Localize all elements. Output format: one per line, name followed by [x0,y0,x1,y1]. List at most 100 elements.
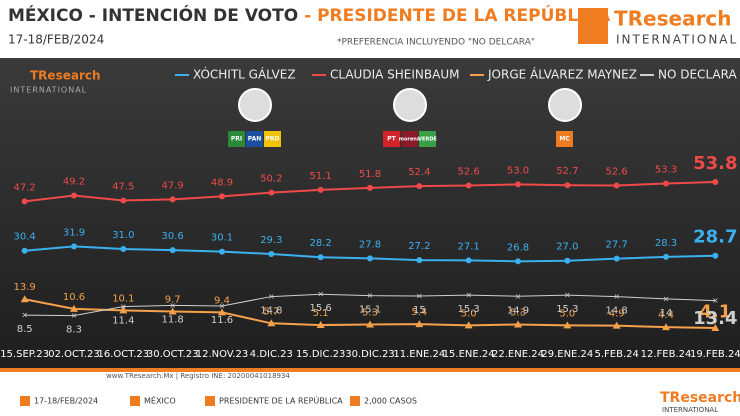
party-logo [383,131,400,147]
x-tick-label: 19.FEB.24 [690,349,740,360]
party-label: PAN [248,136,262,143]
x-tick-label: 22.ENE.24 [492,349,544,360]
value-label: 27.8 [359,239,381,250]
point-marker [219,193,225,200]
point-marker [21,247,28,254]
note: *PREFERENCIA INCLUYENDO "NO DELCARA" [337,38,535,48]
value-label: 5.0 [461,308,477,319]
value-label: 52.6 [458,167,480,178]
point-marker [268,189,275,196]
point-marker: × [367,291,374,300]
point-marker [367,184,373,191]
point-marker [663,253,669,260]
value-label: 11.4 [112,316,134,327]
point-marker [712,252,719,259]
value-label: 47.9 [162,180,184,191]
point-marker [366,320,374,328]
legend-label: NO DECLARA [658,68,737,82]
x-tick-label: 15.ENE.24 [443,349,495,360]
value-label: 11.8 [162,314,184,325]
point-marker [564,257,571,264]
point-marker [465,182,472,189]
value-label: 52.7 [556,166,578,177]
point-marker [70,304,78,312]
point-marker [563,321,572,329]
logo-sub: INTERNATIONAL [616,33,738,47]
point-marker [71,192,77,199]
point-marker: × [663,294,670,303]
point-marker: × [613,292,620,301]
value-label: 15 [413,305,426,316]
point-marker [564,182,571,189]
point-marker: × [515,292,522,301]
x-tick-label: 15.DIC.23 [296,349,345,360]
point-marker [613,255,620,262]
point-marker: × [712,296,719,305]
footer-icon [130,396,140,406]
value-label: 53.3 [655,164,677,175]
value-label: 5.4 [411,307,427,318]
value-label: 27.2 [408,241,430,252]
point-marker: × [317,290,324,299]
value-label: 8.3 [66,325,82,336]
value-label: 47.2 [14,182,36,193]
footer-item: 17-18/FEB/2024 [34,397,98,406]
value-label: 9.7 [165,295,181,306]
point-marker [267,319,276,327]
point-marker [317,186,324,193]
point-marker [711,324,720,331]
value-label: 11.6 [211,315,233,326]
value-label: 14 [660,308,673,319]
party-label: PRI [231,136,242,143]
logo-icon [578,8,608,44]
point-marker: × [268,292,275,301]
value-label: 15.3 [458,304,480,315]
value-label: 52.6 [606,167,628,178]
source: www.TResearch.Mx | Registro INE: 2020004… [106,372,290,380]
value-label: 9.4 [214,295,230,306]
value-label: 8.5 [17,324,33,335]
point-marker: × [21,311,28,320]
x-tick-label: 30.DIC.23 [345,349,394,360]
legend-label: JORGE ÁLVAREZ MAYNEZ [487,67,637,82]
party-logo [556,131,573,147]
point-marker: × [416,291,423,300]
date: 17-18/FEB/2024 [8,33,104,47]
value-label: 48.9 [211,177,233,188]
legend-label: CLAUDIA SHEINBAUM [330,68,459,82]
value-label: 5.1 [313,308,329,319]
logo-small: TResearch [30,69,101,83]
point-marker [168,307,177,315]
value-label: 31.0 [112,230,134,241]
point-marker [169,196,176,203]
point-marker [464,321,473,329]
value-label: 30.1 [211,233,233,244]
value-label: 14.9 [507,305,529,316]
value-label: 13.4 [693,308,737,329]
series-line [24,293,716,317]
value-label: 28.2 [310,238,332,249]
party-label: PRD [266,136,280,143]
value-label: 10.6 [63,292,85,303]
footer-item: PRESIDENTE DE LA REPÚBLICA [219,395,343,406]
value-label: 31.9 [63,227,85,238]
point-marker [613,182,620,189]
party-label: PT [387,136,396,143]
portrait [548,88,582,122]
value-label: 4.9 [609,309,625,320]
value-label: 26.8 [507,242,529,253]
value-label: 30.6 [162,231,184,242]
point-marker: × [120,302,127,311]
point-marker [465,257,472,264]
point-marker [612,321,621,329]
value-label: 28.3 [655,238,677,249]
x-tick-label: 30.OCT.23 [147,349,199,360]
value-label: 4.4 [658,310,674,321]
logo-small-sub: INTERNATIONAL [10,86,87,95]
value-label: 27.7 [606,240,628,251]
x-tick-label: 11.ENE.24 [393,349,445,360]
point-marker [317,254,324,261]
footer-icon [205,396,215,406]
x-tick-label: 15.SEP.23 [0,349,49,360]
party-logo [419,131,436,147]
